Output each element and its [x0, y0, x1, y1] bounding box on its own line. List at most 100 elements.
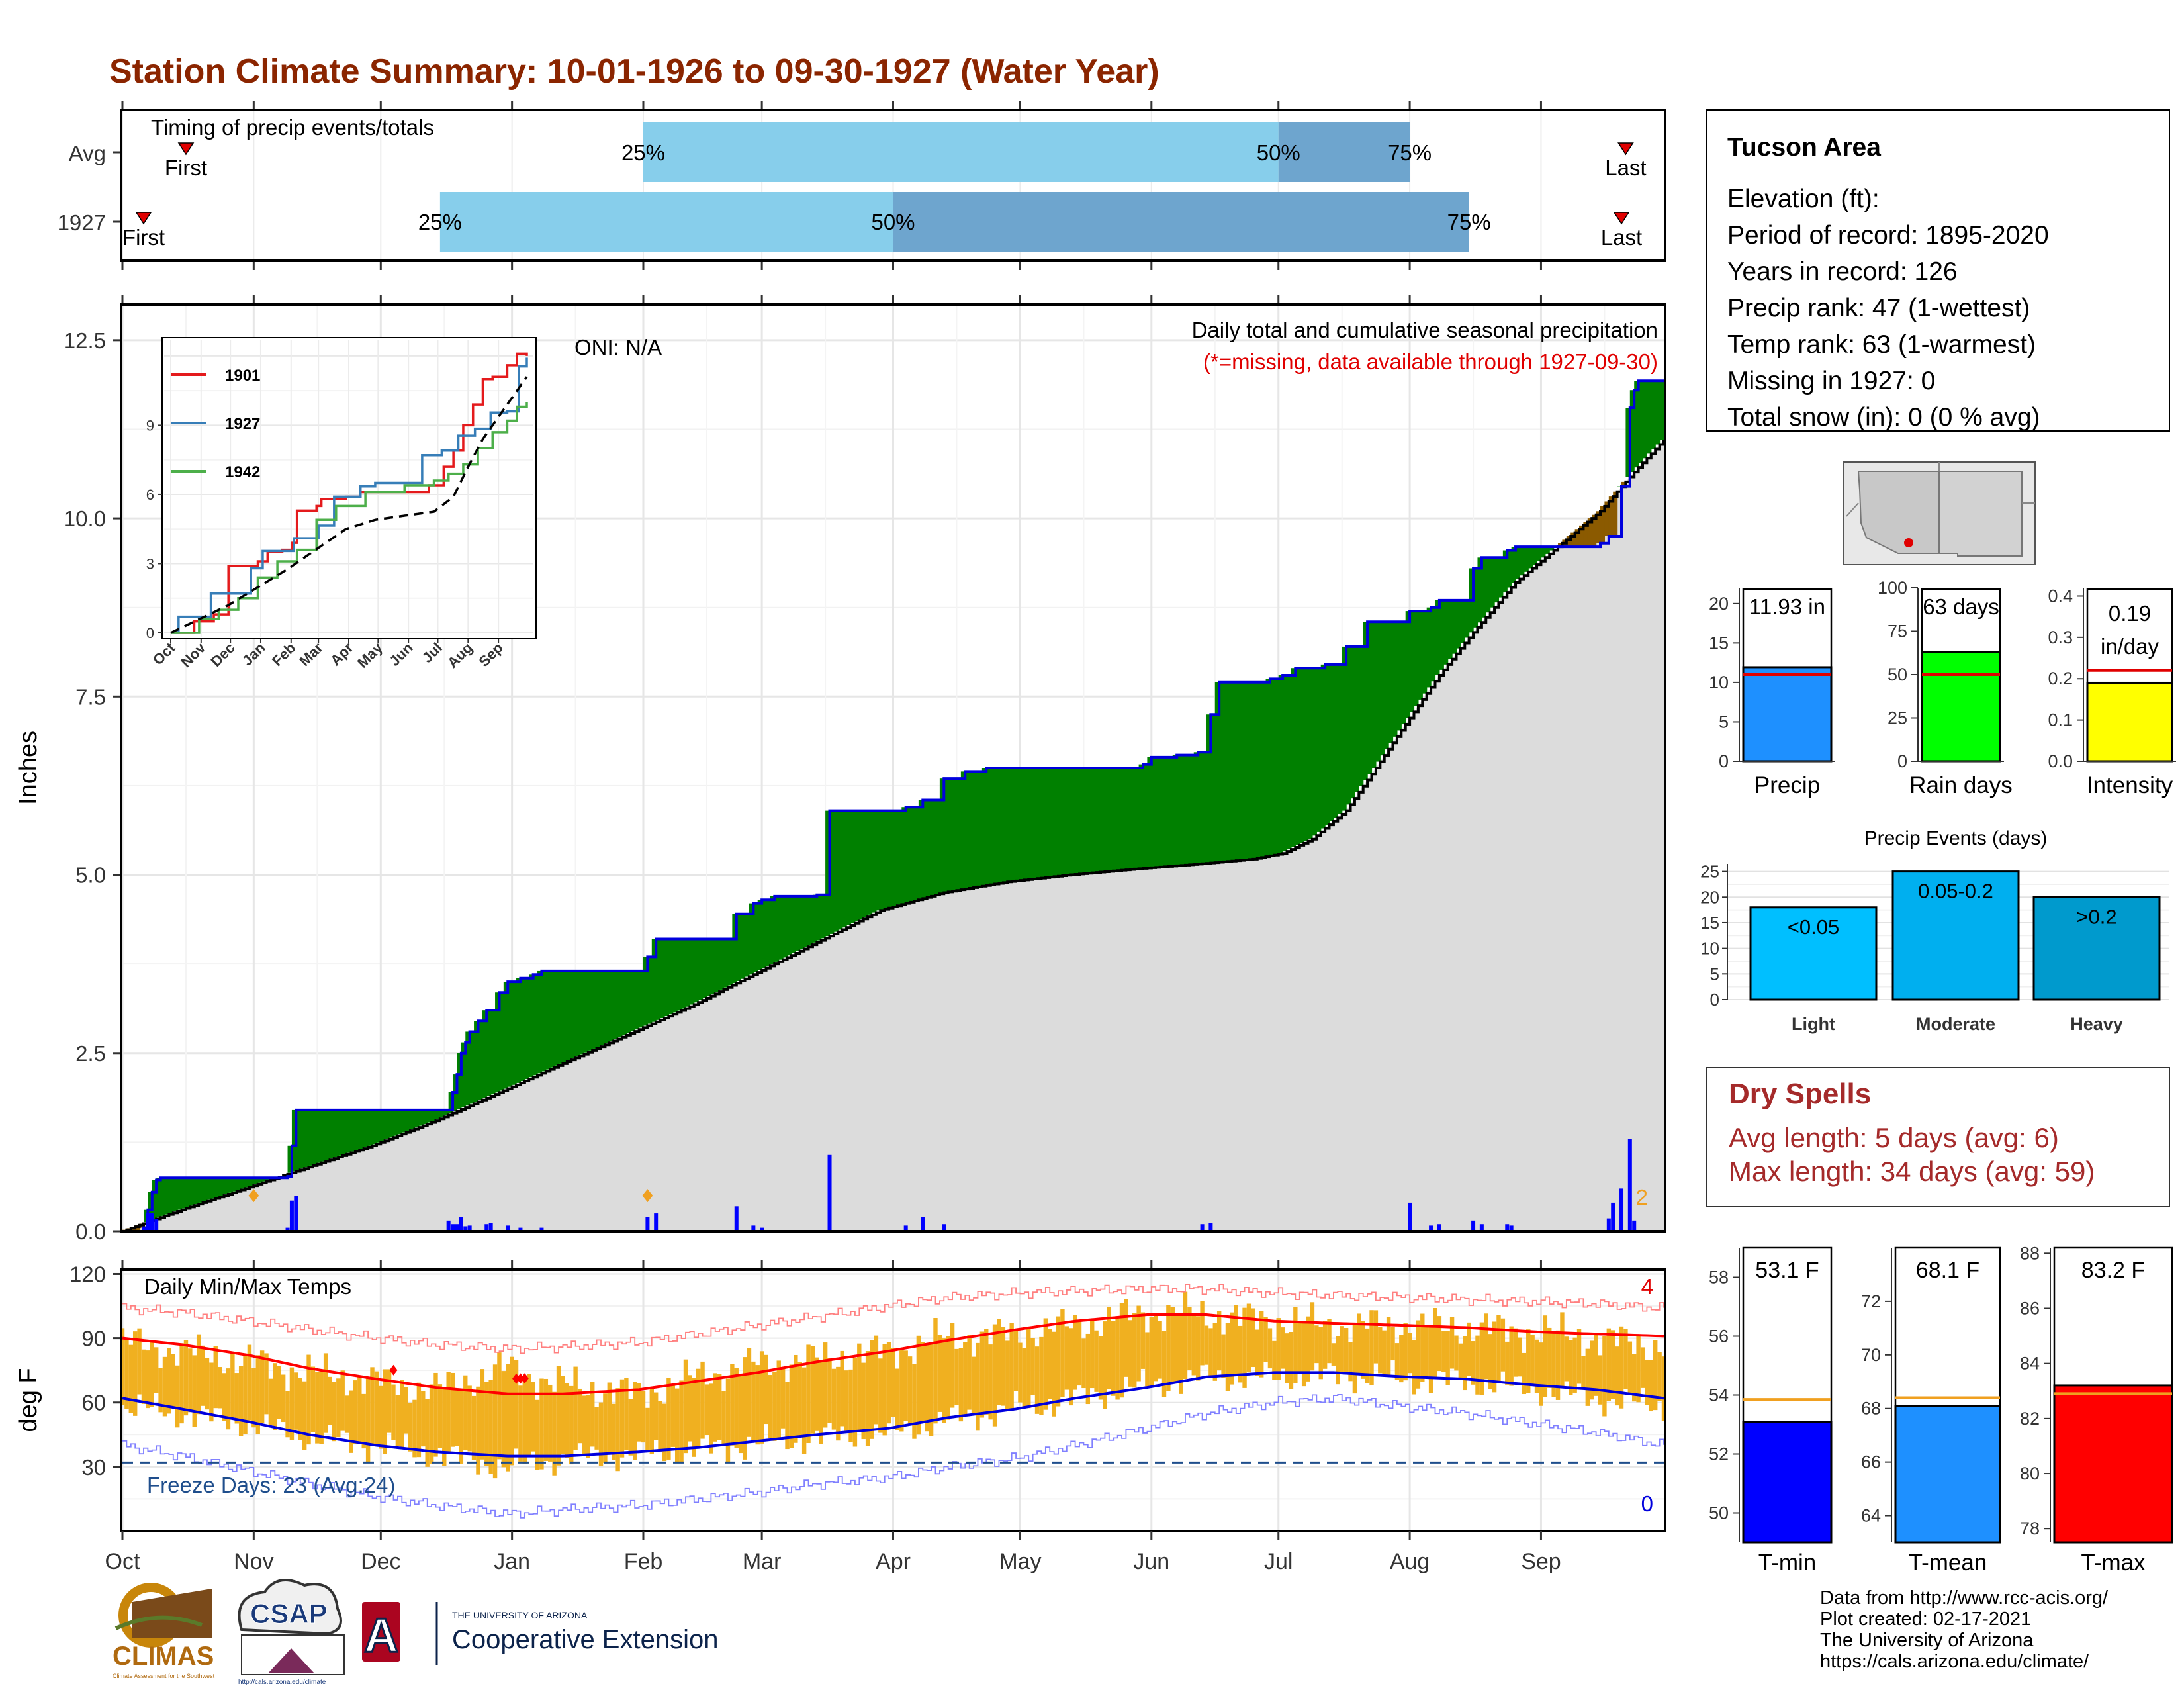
temp-daily-bar — [1386, 1317, 1391, 1376]
freeze-days-label: Freeze Days: 23 (Avg:24) — [147, 1473, 395, 1497]
temp-daily-bar — [192, 1355, 197, 1427]
csap-logo: CSAP http://cals.arizona.edu/climate — [238, 1579, 345, 1686]
precip-above-normal-fill — [1647, 381, 1652, 454]
temp-daily-bar — [1449, 1317, 1455, 1369]
temp-daily-bar — [937, 1335, 942, 1412]
precip-above-normal-fill — [986, 768, 991, 885]
temp-daily-bar — [895, 1368, 900, 1430]
temp-ylabel: deg F — [15, 1368, 42, 1432]
precip-above-normal-fill — [605, 970, 610, 1043]
precip-above-normal-fill — [1524, 547, 1529, 572]
temp-daily-bar — [823, 1342, 828, 1428]
inset-ytick-label: 9 — [146, 417, 154, 434]
month-tick-label: Feb — [624, 1549, 663, 1574]
precip-above-normal-fill — [1651, 381, 1656, 449]
precip-events-chart: Precip Events (days) 0 5 10 15 20 25 <0.05 Ligh… — [1700, 827, 2169, 1034]
average-min-line — [122, 1371, 1664, 1458]
precip-above-normal-fill — [169, 1178, 174, 1213]
month-tick-label: Dec — [361, 1549, 400, 1574]
precip-above-normal-fill — [817, 894, 822, 941]
precip-below-normal-fill — [1574, 529, 1580, 547]
precip-above-normal-fill — [351, 1109, 356, 1152]
precip-daily-bar — [1632, 1220, 1637, 1231]
precip-above-normal-fill — [550, 970, 555, 1068]
precip-above-normal-fill — [969, 771, 974, 888]
events-ytick-label: 10 — [1700, 939, 1719, 959]
precip-above-normal-fill — [719, 939, 725, 990]
record-max-line — [122, 1284, 1664, 1354]
precip-above-normal-fill — [639, 970, 644, 1028]
temp-daily-bar — [421, 1391, 426, 1447]
temp-daily-bar — [785, 1382, 790, 1450]
inset-ytick-label: 6 — [146, 487, 154, 503]
temp-summary-ytick-label: 78 — [2020, 1519, 2040, 1538]
precip-below-normal-fill — [1621, 481, 1627, 487]
temp-daily-bar — [921, 1342, 925, 1423]
temp-daily-bar — [810, 1346, 815, 1434]
temp-summary-ytick-label: 66 — [1861, 1452, 1881, 1472]
temp-summary-ytick-label: 54 — [1709, 1385, 1729, 1405]
temp-daily-bar — [395, 1395, 400, 1446]
precip-above-normal-fill — [185, 1178, 191, 1207]
precip-above-normal-fill — [338, 1109, 343, 1156]
precip-below-normal-fill — [1579, 525, 1584, 547]
precip-above-normal-fill — [1265, 679, 1271, 856]
summary-ytick-label: 75 — [1888, 622, 1907, 641]
csap-cloud-icon — [238, 1579, 342, 1636]
temp-daily-bar — [289, 1367, 295, 1440]
temp-summary-ytick-label: 64 — [1861, 1506, 1881, 1526]
temp-daily-bar — [1576, 1329, 1582, 1384]
ua-block-a-icon — [362, 1602, 400, 1662]
temp-title: Daily Min/Max Temps — [144, 1274, 351, 1299]
temp-daily-bar — [1454, 1335, 1459, 1371]
precip-above-normal-fill — [156, 1178, 161, 1218]
temp-summary-ytick-label: 56 — [1709, 1327, 1729, 1346]
precip-above-normal-fill — [1122, 768, 1127, 870]
temp-daily-bar — [1115, 1317, 1120, 1400]
temp-daily-bar — [315, 1372, 320, 1444]
dry-spells-frame — [1706, 1067, 2170, 1207]
precip-above-normal-fill — [910, 807, 915, 902]
temp-daily-bar — [976, 1342, 980, 1431]
precip-above-normal-fill — [1181, 755, 1186, 865]
precip-above-normal-fill — [854, 810, 860, 921]
precip-above-normal-fill — [1401, 622, 1406, 725]
temp-daily-bar — [531, 1382, 535, 1452]
precip-ytick-label: 10.0 — [64, 506, 106, 531]
temp-daily-bar — [1161, 1331, 1167, 1397]
temp-daily-bar — [709, 1383, 713, 1454]
timing-last-label: Last — [1605, 156, 1646, 180]
temp-daily-bar — [1331, 1343, 1336, 1366]
temp-daily-bar — [264, 1353, 269, 1415]
precip-above-normal-fill — [1037, 768, 1042, 878]
temp-daily-bar — [1259, 1311, 1264, 1378]
temp-daily-bar — [1039, 1336, 1044, 1415]
precip-above-normal-fill — [372, 1109, 377, 1145]
precip-above-normal-fill — [287, 1145, 293, 1173]
temp-daily-bar — [577, 1388, 582, 1444]
precip-above-normal-fill — [965, 771, 970, 888]
temp-daily-bar — [619, 1379, 625, 1458]
precip-above-normal-fill — [1227, 682, 1232, 861]
precip-ytick-label: 7.5 — [75, 684, 106, 709]
precip-above-normal-fill — [575, 970, 580, 1056]
month-tick-label: Apr — [876, 1549, 911, 1574]
precip-above-normal-fill — [220, 1178, 225, 1196]
temp-daily-bar — [1272, 1340, 1277, 1380]
precip-above-normal-fill — [376, 1109, 381, 1143]
temp-daily-bar — [1187, 1307, 1192, 1370]
precip-above-normal-fill — [1062, 768, 1068, 876]
temp-daily-bar — [1343, 1327, 1349, 1374]
precip-above-normal-fill — [1134, 768, 1140, 869]
precip-above-normal-fill — [1172, 755, 1177, 866]
precip-above-normal-fill — [1363, 622, 1368, 780]
precip-above-normal-fill — [601, 970, 606, 1045]
temp-daily-bar — [442, 1388, 447, 1466]
temp-daily-bar — [772, 1371, 777, 1441]
precip-above-normal-fill — [1304, 668, 1309, 841]
precip-corner-count: 2 — [1636, 1185, 1648, 1209]
temperature-bar-charts: 50 52 54 56 58 53.1 F T-min 64 66 68 70 72 68.1 F T-m… — [1709, 1243, 2173, 1575]
precip-above-normal-fill — [1431, 607, 1436, 682]
temp-daily-bar — [1598, 1355, 1603, 1405]
precip-above-normal-fill — [457, 1053, 462, 1109]
